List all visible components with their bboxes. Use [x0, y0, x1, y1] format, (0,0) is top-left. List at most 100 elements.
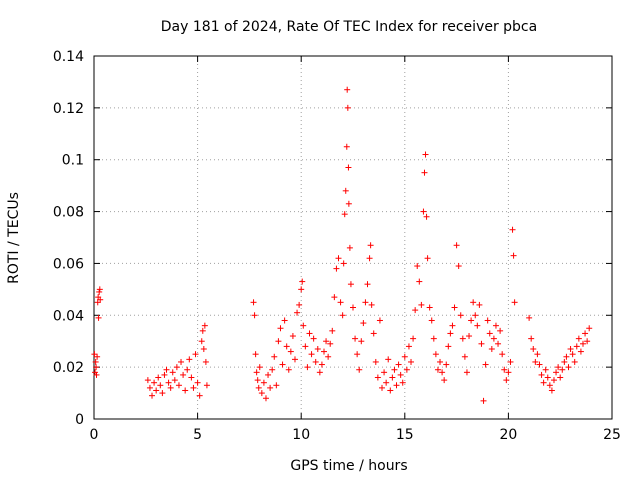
data-point [434, 366, 441, 373]
data-point [260, 379, 267, 386]
data-point [316, 369, 323, 376]
data-point [366, 255, 373, 262]
data-point [360, 320, 367, 327]
data-point [548, 387, 555, 394]
data-point [505, 369, 512, 376]
y-tick-label: 0.06 [53, 256, 84, 272]
data-point [569, 351, 576, 358]
data-point [445, 343, 452, 350]
data-points [91, 86, 593, 404]
data-point [310, 335, 317, 342]
y-axis-label: ROTI / TECUs [6, 192, 22, 284]
data-point [534, 351, 541, 358]
data-point [472, 312, 479, 319]
data-point [271, 353, 278, 360]
data-point [540, 379, 547, 386]
data-point [345, 164, 352, 171]
data-point [155, 374, 162, 381]
data-point [367, 242, 374, 249]
data-point [482, 361, 489, 368]
data-point [283, 343, 290, 350]
data-point [256, 364, 263, 371]
data-point [510, 252, 517, 259]
y-tick-label: 0.12 [53, 101, 84, 117]
data-point [381, 369, 388, 376]
data-point [279, 361, 286, 368]
data-point [414, 263, 421, 270]
data-point [441, 377, 448, 384]
data-point [196, 392, 203, 399]
data-point [178, 358, 185, 365]
data-point [405, 343, 412, 350]
y-tick-label: 0.04 [53, 308, 84, 324]
data-point [443, 361, 450, 368]
data-point [255, 384, 262, 391]
data-point [550, 377, 557, 384]
data-point [333, 265, 340, 272]
data-point [422, 151, 429, 158]
y-tick-label: 0.08 [53, 205, 84, 221]
data-point [385, 356, 392, 363]
data-point [254, 377, 261, 384]
data-point [250, 299, 257, 306]
data-point [567, 345, 574, 352]
data-point [449, 322, 456, 329]
data-point [318, 361, 325, 368]
y-tick-label: 0.1 [62, 153, 84, 169]
data-point [447, 330, 454, 337]
data-point [202, 358, 209, 365]
data-point [341, 211, 348, 218]
data-point [418, 301, 425, 308]
data-point [455, 263, 462, 270]
data-point [544, 374, 551, 381]
data-point [586, 325, 593, 332]
data-point [331, 294, 338, 301]
data-point [167, 384, 174, 391]
data-point [354, 351, 361, 358]
data-point [151, 379, 158, 386]
x-tick-label: 15 [396, 427, 414, 443]
data-point [298, 286, 305, 293]
data-point [495, 340, 502, 347]
data-point [253, 369, 260, 376]
data-point [571, 358, 578, 365]
data-point [577, 348, 584, 355]
data-point [182, 387, 189, 394]
data-point [344, 104, 351, 111]
data-point [399, 379, 406, 386]
chart-title: Day 181 of 2024, Rate Of TEC Index for r… [161, 19, 537, 35]
data-point [269, 366, 276, 373]
data-point [383, 379, 390, 386]
data-point [563, 353, 570, 360]
data-point [344, 86, 351, 93]
data-point [153, 387, 160, 394]
data-point [96, 288, 103, 295]
data-point [294, 309, 301, 316]
data-point [474, 322, 481, 329]
data-point [362, 299, 369, 306]
data-point [265, 371, 272, 378]
data-point [393, 382, 400, 389]
data-point [190, 384, 197, 391]
data-point [403, 366, 410, 373]
data-point [480, 397, 487, 404]
data-point [200, 345, 207, 352]
data-point [339, 312, 346, 319]
data-point [478, 340, 485, 347]
data-point [565, 364, 572, 371]
data-point [169, 369, 176, 376]
data-point [468, 317, 475, 324]
data-point [503, 377, 510, 384]
data-point [358, 338, 365, 345]
data-point [194, 379, 201, 386]
data-point [314, 345, 321, 352]
data-point [420, 208, 427, 215]
data-point [306, 330, 313, 337]
data-point [277, 325, 284, 332]
data-point [555, 364, 562, 371]
data-point [96, 286, 103, 293]
data-point [251, 312, 258, 319]
data-point [421, 169, 428, 176]
data-point [94, 353, 101, 360]
